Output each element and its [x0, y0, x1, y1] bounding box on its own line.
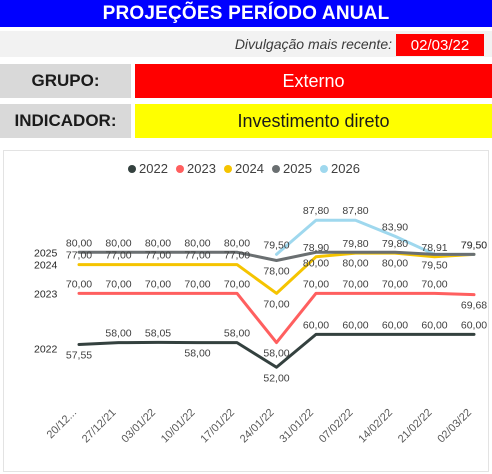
legend-marker-2024	[224, 165, 232, 173]
data-label-2024-7: 79,80	[342, 238, 368, 250]
indicador-value[interactable]: Investimento direto	[135, 104, 492, 138]
row-label-2025: 2025	[34, 247, 58, 259]
legend-marker-2023	[176, 165, 184, 173]
x-tick-label-3: 10/01/22	[159, 407, 198, 446]
x-tick-label-10: 02/03/22	[435, 407, 474, 446]
data-label-2025-4: 80,00	[224, 237, 250, 249]
data-label-2022-3: 58,00	[184, 348, 210, 360]
x-tick-label-2: 03/01/22	[119, 407, 158, 446]
data-label-2022-8: 60,00	[382, 319, 408, 331]
release-row: Divulgação mais recente: 02/03/22	[0, 31, 492, 57]
data-label-2023-4: 70,00	[224, 278, 250, 290]
legend-marker-2022	[128, 165, 136, 173]
data-label-2023-1: 70,00	[105, 278, 131, 290]
data-label-2024-2: 77,00	[145, 250, 171, 262]
legend-label-2022: 2022	[139, 161, 168, 176]
data-label-2024-6: 78,90	[303, 242, 329, 254]
data-label-2024-1: 77,00	[105, 250, 131, 262]
data-label-2025-1: 80,00	[105, 237, 131, 249]
x-tick-label-7: 07/02/22	[317, 407, 356, 446]
data-label-2024-8: 79,80	[382, 238, 408, 250]
release-label: Divulgação mais recente:	[234, 36, 392, 52]
indicador-label: INDICADOR:	[0, 104, 131, 138]
data-label-2026-5: 79,50	[263, 239, 289, 251]
row-label-2023: 2023	[34, 288, 58, 300]
legend-label-2024: 2024	[235, 161, 264, 176]
x-tick-label-6: 31/01/22	[277, 407, 316, 446]
data-label-2022-0: 57,55	[66, 349, 92, 361]
data-label-2022-7: 60,00	[342, 319, 368, 331]
data-label-2022-2: 58,05	[145, 327, 171, 339]
x-tick-label-9: 21/02/22	[396, 407, 435, 446]
data-label-2025-9: 79,50	[421, 259, 447, 271]
series-line-2023	[77, 291, 476, 345]
data-label-2023-7: 70,00	[342, 278, 368, 290]
data-label-2025-2: 80,00	[145, 237, 171, 249]
legend-label-2026: 2026	[331, 161, 360, 176]
data-label-2025-6: 80,00	[303, 257, 329, 269]
legend-label-2023: 2023	[187, 161, 216, 176]
x-tick-label-8: 14/02/22	[356, 407, 395, 446]
release-date: 02/03/22	[396, 34, 484, 56]
data-label-2024-4: 77,00	[224, 250, 250, 262]
data-label-2025-8: 80,00	[382, 257, 408, 269]
legend-marker-2025	[272, 165, 280, 173]
series-line-2022	[77, 332, 476, 369]
grupo-label: GRUPO:	[0, 64, 131, 98]
series-line-2025	[77, 250, 476, 262]
data-label-2025-7: 80,00	[342, 257, 368, 269]
x-tick-label-4: 17/01/22	[198, 407, 237, 446]
data-label-2023-3: 70,00	[184, 278, 210, 290]
data-label-2026-6: 87,80	[303, 205, 329, 217]
x-tick-label-0: 20/12...	[45, 407, 79, 441]
data-label-2022-6: 60,00	[303, 319, 329, 331]
x-tick-label-1: 27/12/21	[80, 407, 119, 446]
data-label-2024-10: 79,50	[461, 239, 487, 251]
data-label-2026-7: 87,80	[342, 205, 368, 217]
data-label-2024-3: 77,00	[184, 250, 210, 262]
row-label-2022: 2022	[34, 343, 58, 355]
data-label-2024-0: 77,00	[66, 250, 92, 262]
chart-frame: 2022 2023 2024 2025 2026 57,55 58,00 58,05 58,00…	[3, 150, 489, 472]
data-label-2022-10: 60,00	[461, 319, 487, 331]
x-tick-label-5: 24/01/22	[238, 407, 277, 446]
data-label-2023-5: 58,00	[263, 348, 289, 360]
data-label-2022-4: 58,00	[224, 328, 250, 340]
data-label-2024-9: 78,91	[421, 242, 447, 254]
data-label-2025-3: 80,00	[184, 237, 210, 249]
data-label-2023-8: 70,00	[382, 278, 408, 290]
legend-marker-2026	[320, 165, 328, 173]
grupo-value[interactable]: Externo	[135, 64, 492, 98]
page-title: PROJEÇÕES PERÍODO ANUAL	[0, 0, 492, 27]
data-label-2026-10: 79,50	[461, 239, 487, 251]
data-label-2023-0: 70,00	[66, 278, 92, 290]
data-label-2022-5: 52,00	[263, 372, 289, 384]
data-label-2023-2: 70,00	[145, 278, 171, 290]
data-label-2022-9: 60,00	[421, 319, 447, 331]
data-label-2023-6: 70,00	[303, 278, 329, 290]
data-label-2024-5: 70,00	[263, 298, 289, 310]
data-label-2025-5: 78,00	[263, 265, 289, 277]
data-label-2023-9: 70,00	[421, 278, 447, 290]
legend-label-2025: 2025	[283, 161, 312, 176]
data-label-2025-0: 80,00	[66, 237, 92, 249]
data-label-2023-10: 69,68	[461, 300, 487, 312]
row-label-2024: 2024	[34, 260, 58, 272]
data-label-2022-1: 58,00	[105, 328, 131, 340]
data-label-2026-8: 83,90	[382, 221, 408, 233]
